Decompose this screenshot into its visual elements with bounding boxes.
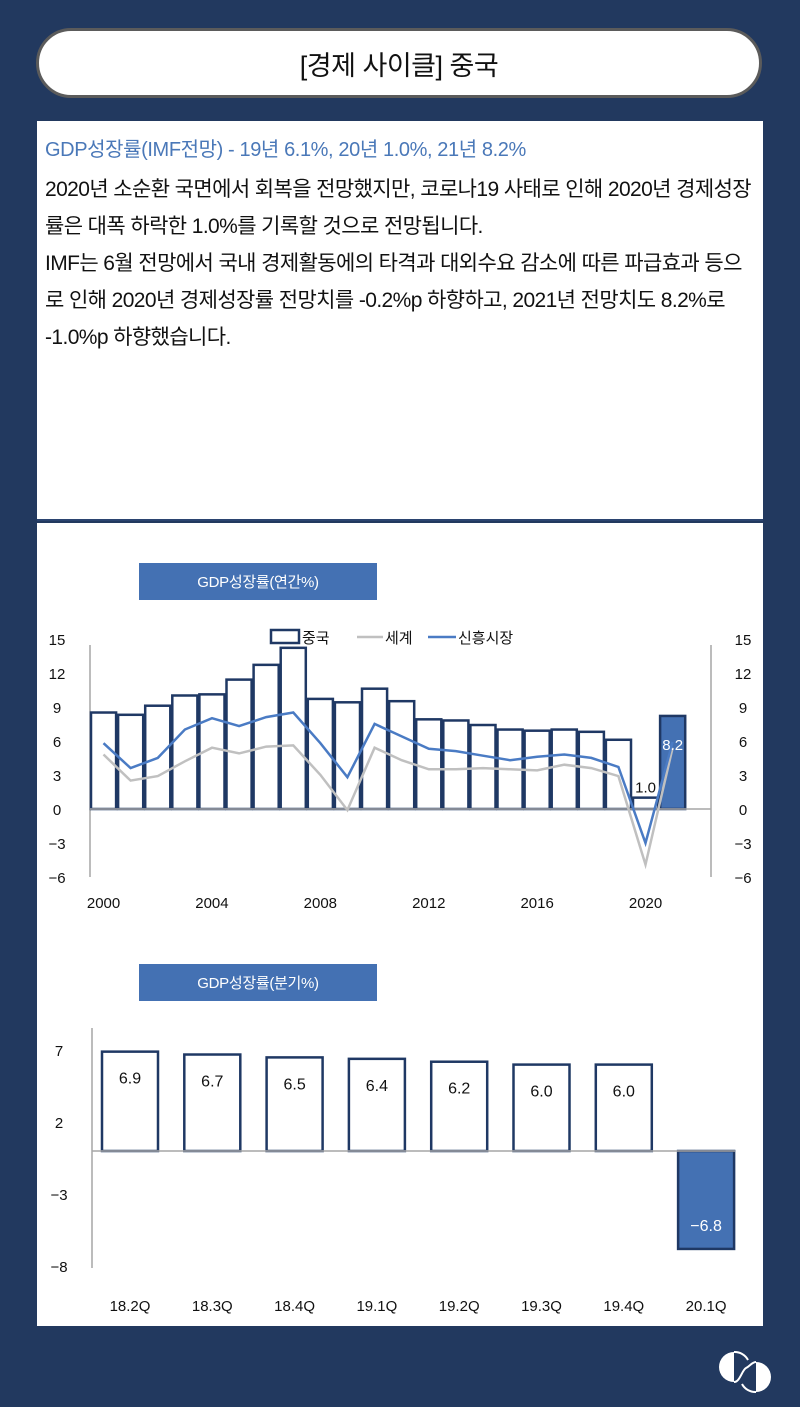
quarterly-label: 6.0 bbox=[613, 1084, 635, 1101]
annual-x-tick: 2008 bbox=[304, 895, 337, 912]
quarterly-y-tick: −8 bbox=[50, 1259, 67, 1276]
annual-x-tick: 2000 bbox=[87, 895, 120, 912]
emerging-line-series bbox=[102, 711, 674, 848]
quarterly-bar-18.3Q bbox=[183, 1053, 242, 1153]
annual-bar-2003 bbox=[171, 694, 199, 811]
summary-paragraph: 2020년 소순환 국면에서 회복을 전망했지만, 코로나19 사태로 인해 2… bbox=[45, 178, 752, 238]
quarterly-y-axis: 7 2 −3 −8 bbox=[50, 1043, 67, 1276]
annual-y-tick-right: 9 bbox=[739, 700, 747, 717]
annual-y-tick-right: −3 bbox=[734, 836, 751, 853]
quarterly-chart-title: GDP성장률(분기%) bbox=[139, 964, 377, 1001]
quarterly-label: 6.5 bbox=[283, 1076, 305, 1093]
quarterly-y-tick: −3 bbox=[50, 1187, 67, 1204]
summary-body: 2020년 소순환 국면에서 회복을 전망했지만, 코로나19 사태로 인해 2… bbox=[45, 171, 755, 356]
quarterly-x-tick: 19.3Q bbox=[521, 1298, 562, 1315]
annual-bar-2007 bbox=[279, 646, 308, 811]
annual-y-tick-left: −3 bbox=[48, 836, 65, 853]
annual-y-tick-right: 0 bbox=[739, 802, 747, 819]
quarterly-x-tick: 19.2Q bbox=[439, 1298, 480, 1315]
annual-bar-2012 bbox=[414, 718, 443, 811]
annual-y-tick-left: 3 bbox=[53, 768, 61, 785]
page-title-text: [경제 사이클] 중국 bbox=[299, 50, 499, 81]
annual-x-tick: 2012 bbox=[412, 895, 445, 912]
legend-emerging-label: 신흥시장 bbox=[458, 629, 513, 647]
quarterly-x-tick: 20.1Q bbox=[686, 1298, 727, 1315]
quarterly-x-tick: 18.2Q bbox=[110, 1298, 151, 1315]
summary-paragraph: IMF는 6월 전망에서 국내 경제활동에의 타격과 대외수요 감소에 따른 파… bbox=[45, 252, 742, 349]
quarterly-y-tick: 7 bbox=[55, 1043, 63, 1060]
annual-x-tick: 2016 bbox=[520, 895, 553, 912]
annual-data-labels: 1.0 8.2 bbox=[635, 737, 683, 797]
annual-y-tick-right: 15 bbox=[735, 632, 752, 649]
quarterly-bar-18.2Q bbox=[100, 1050, 160, 1153]
annual-bar-2013 bbox=[442, 719, 470, 811]
charts-panel: GDP성장률(연간%) 15 12 9 6 3 0 −3 −6 15 12 9 6 3 0 −3 −6 1.… bbox=[37, 523, 763, 1326]
quarterly-label: 6.0 bbox=[530, 1084, 552, 1101]
quarterly-label: 6.2 bbox=[448, 1081, 470, 1098]
annual-y-tick-left: −6 bbox=[48, 870, 65, 887]
quarterly-bar-19.4Q bbox=[594, 1063, 654, 1153]
quarterly-bar-18.4Q bbox=[265, 1056, 324, 1153]
annual-y-axis-right: 15 12 9 6 3 0 −3 −6 bbox=[734, 632, 751, 887]
quarterly-label: −6.8 bbox=[690, 1218, 722, 1235]
quarterly-bars bbox=[100, 1050, 736, 1251]
annual-x-tick: 2004 bbox=[195, 895, 228, 912]
quarterly-x-tick: 18.4Q bbox=[274, 1298, 315, 1315]
quarterly-data-labels: 6.9 6.7 6.5 6.4 6.2 6.0 6.0 −6.8 bbox=[119, 1071, 722, 1235]
quarterly-bar-19.2Q bbox=[429, 1060, 489, 1153]
annual-x-tick: 2020 bbox=[629, 895, 662, 912]
annual-y-tick-right: −6 bbox=[734, 870, 751, 887]
annual-bar-2001 bbox=[116, 713, 145, 811]
annual-y-tick-left: 9 bbox=[53, 700, 61, 717]
quarterly-label: 6.4 bbox=[366, 1078, 388, 1095]
annual-bar-2009 bbox=[333, 701, 362, 811]
annual-y-tick-left: 12 bbox=[49, 666, 66, 683]
annual-y-tick-right: 3 bbox=[739, 768, 747, 785]
quarterly-x-axis: 18.2Q 18.3Q 18.4Q 19.1Q 19.2Q 19.3Q 19.4Q 20.1Q bbox=[110, 1298, 727, 1315]
annual-chart-title: GDP성장률(연간%) bbox=[139, 563, 377, 600]
annual-y-tick-left: 15 bbox=[49, 632, 66, 649]
quarterly-label: 6.7 bbox=[201, 1074, 223, 1091]
quarterly-x-tick: 18.3Q bbox=[192, 1298, 233, 1315]
annual-bar-2011 bbox=[387, 699, 416, 811]
annual-y-axis-left: 15 12 9 6 3 0 −3 −6 bbox=[48, 632, 65, 887]
quarterly-y-tick: 2 bbox=[55, 1115, 63, 1132]
annual-legend: 중국 세계 신흥시장 bbox=[269, 628, 513, 647]
annual-bar-2005 bbox=[225, 678, 253, 811]
annual-y-tick-right: 6 bbox=[739, 734, 747, 751]
quarterly-bar-19.3Q bbox=[512, 1063, 571, 1153]
annual-x-axis: 2000 2004 2008 2012 2016 2020 bbox=[87, 895, 662, 912]
legend-world-label: 세계 bbox=[385, 630, 413, 647]
annual-y-tick-left: 0 bbox=[53, 802, 61, 819]
quarterly-x-tick: 19.4Q bbox=[603, 1298, 644, 1315]
quarterly-bar-19.1Q bbox=[347, 1057, 407, 1153]
world-line-series bbox=[102, 744, 674, 870]
legend-china-label: 중국 bbox=[302, 630, 330, 647]
summary-headline: GDP성장률(IMF전망) - 19년 6.1%, 20년 1.0%, 21년 … bbox=[45, 139, 526, 161]
annual-bar-2021 bbox=[658, 714, 687, 811]
quarterly-gdp-chart: 72−3−8 6.9 6.7 6.5 6.4 6.2 6.0 6.0−6.8 18.2Q 18… bbox=[50, 1028, 736, 1315]
brand-logo-icon bbox=[719, 1351, 771, 1393]
annual-y-tick-left: 6 bbox=[53, 734, 61, 751]
annual-bar-2017 bbox=[550, 728, 579, 811]
page-title: [경제 사이클] 중국 bbox=[36, 28, 762, 98]
quarterly-x-tick: 19.1Q bbox=[356, 1298, 397, 1315]
annual-bars bbox=[89, 646, 687, 811]
summary-panel: GDP성장률(IMF전망) - 19년 6.1%, 20년 1.0%, 21년 … bbox=[37, 121, 763, 521]
annual-bar-2000 bbox=[89, 711, 118, 811]
quarterly-label: 6.9 bbox=[119, 1071, 141, 1088]
label-2020: 1.0 bbox=[635, 780, 656, 797]
label-2021: 8.2 bbox=[662, 737, 683, 754]
legend-china-swatch bbox=[269, 628, 301, 645]
annual-bar-2006 bbox=[252, 663, 280, 811]
annual-y-tick-right: 12 bbox=[735, 666, 752, 683]
